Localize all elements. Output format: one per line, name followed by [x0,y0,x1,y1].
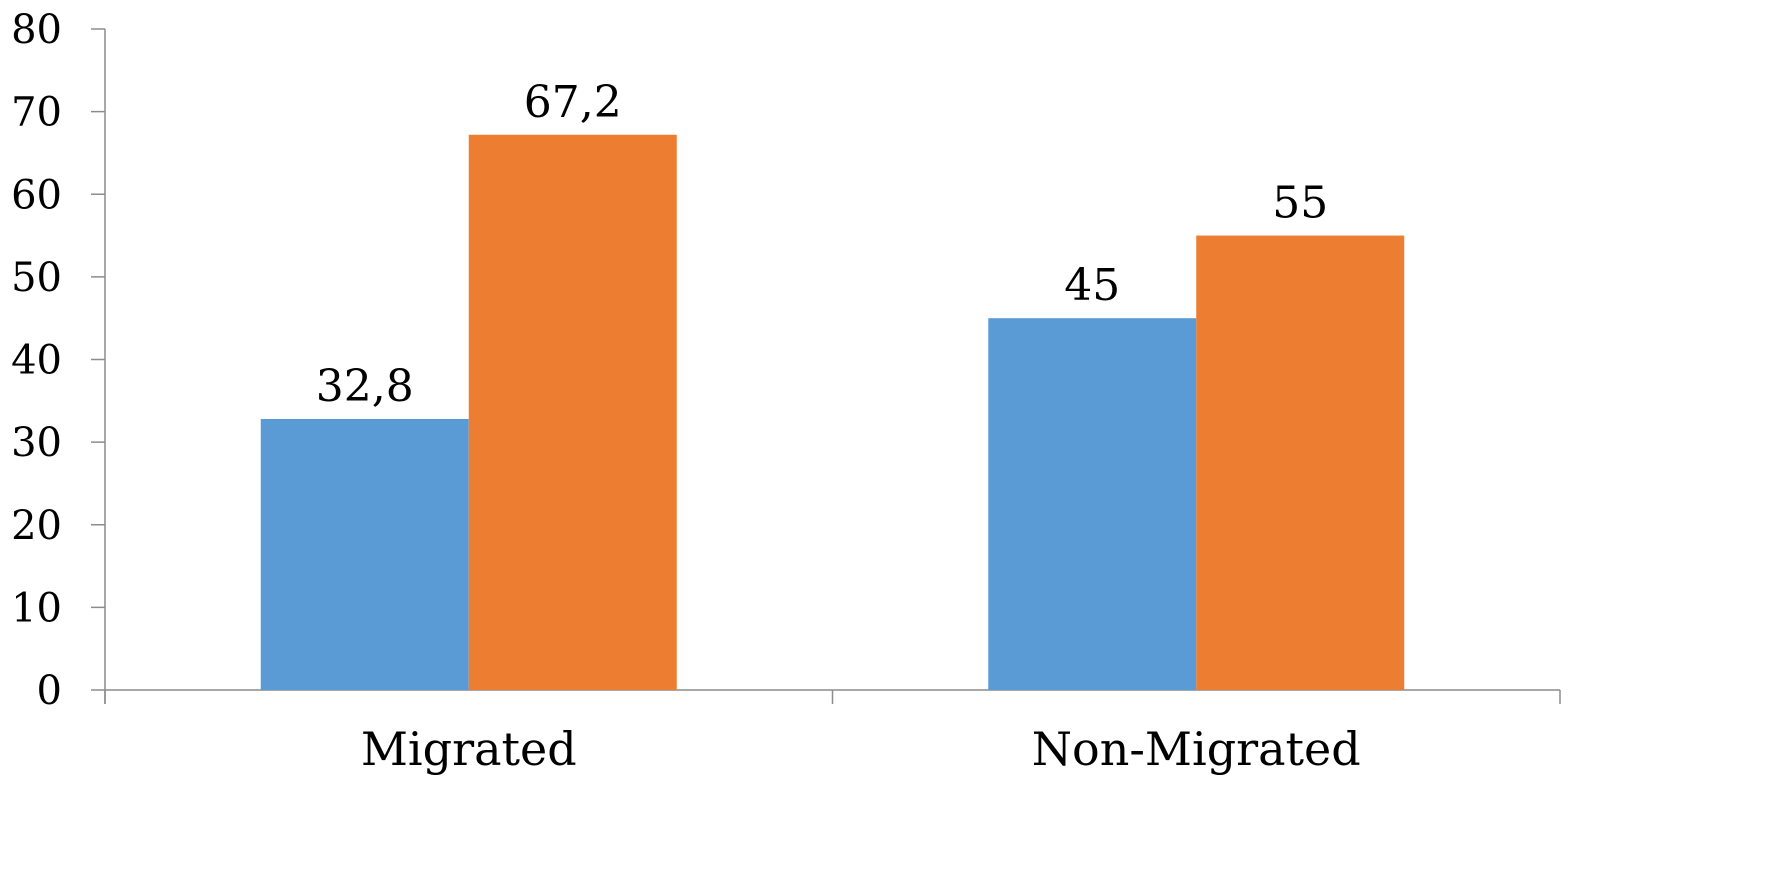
y-tick-label: 20 [11,503,62,549]
data-label: 45 [1064,260,1120,311]
x-axis: Migrated Non-Migrated [104,689,1561,776]
y-tick-label: 80 [11,7,62,53]
data-labels: 32,8 67,2 45 55 [316,77,1328,412]
y-tick-label: 50 [11,255,62,301]
bar [260,418,469,690]
data-label: 32,8 [316,361,414,412]
x-category-label: Non-Migrated [1032,722,1361,776]
bar [1196,235,1405,690]
data-label: 67,2 [524,77,622,128]
y-tick-label: 10 [11,585,62,631]
y-tick-label: 30 [11,420,62,466]
data-label: 55 [1272,178,1328,229]
bar [468,134,677,690]
y-tick-label: 0 [37,668,62,714]
y-tick-label: 60 [11,172,62,218]
y-axis: 0 10 20 30 40 50 60 70 80 [11,7,106,714]
y-tick-label: 40 [11,338,62,384]
y-tick-label: 70 [11,90,62,136]
bar [988,318,1197,690]
bars [260,134,1405,690]
x-category-label: Migrated [361,722,577,776]
